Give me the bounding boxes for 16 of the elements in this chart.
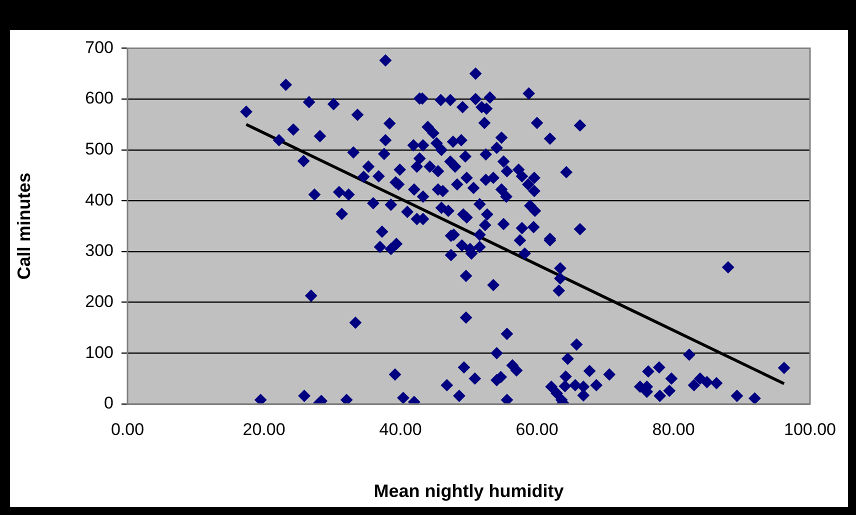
y-tick-label: 0 [104,394,114,413]
x-tick-label: 20.00 [242,420,286,439]
x-tick-label: 100.00 [784,420,836,439]
x-tick-label: 60.00 [516,420,558,439]
y-tick-label: 400 [85,190,114,210]
y-tick-label: 700 [85,38,114,57]
x-tick-label: 80.00 [652,420,695,439]
y-axis-title: Call minutes [14,172,34,280]
y-tick-label: 200 [85,292,114,312]
y-tick-label: 600 [85,88,114,108]
x-tick-label: 40.00 [379,420,422,439]
y-tick-label: 500 [85,140,114,159]
y-tick-label: 300 [85,241,114,260]
y-tick-label: 100 [85,342,114,362]
x-axis-title: Mean nightly humidity [374,481,564,502]
x-tick-label: 0.00 [110,420,144,439]
